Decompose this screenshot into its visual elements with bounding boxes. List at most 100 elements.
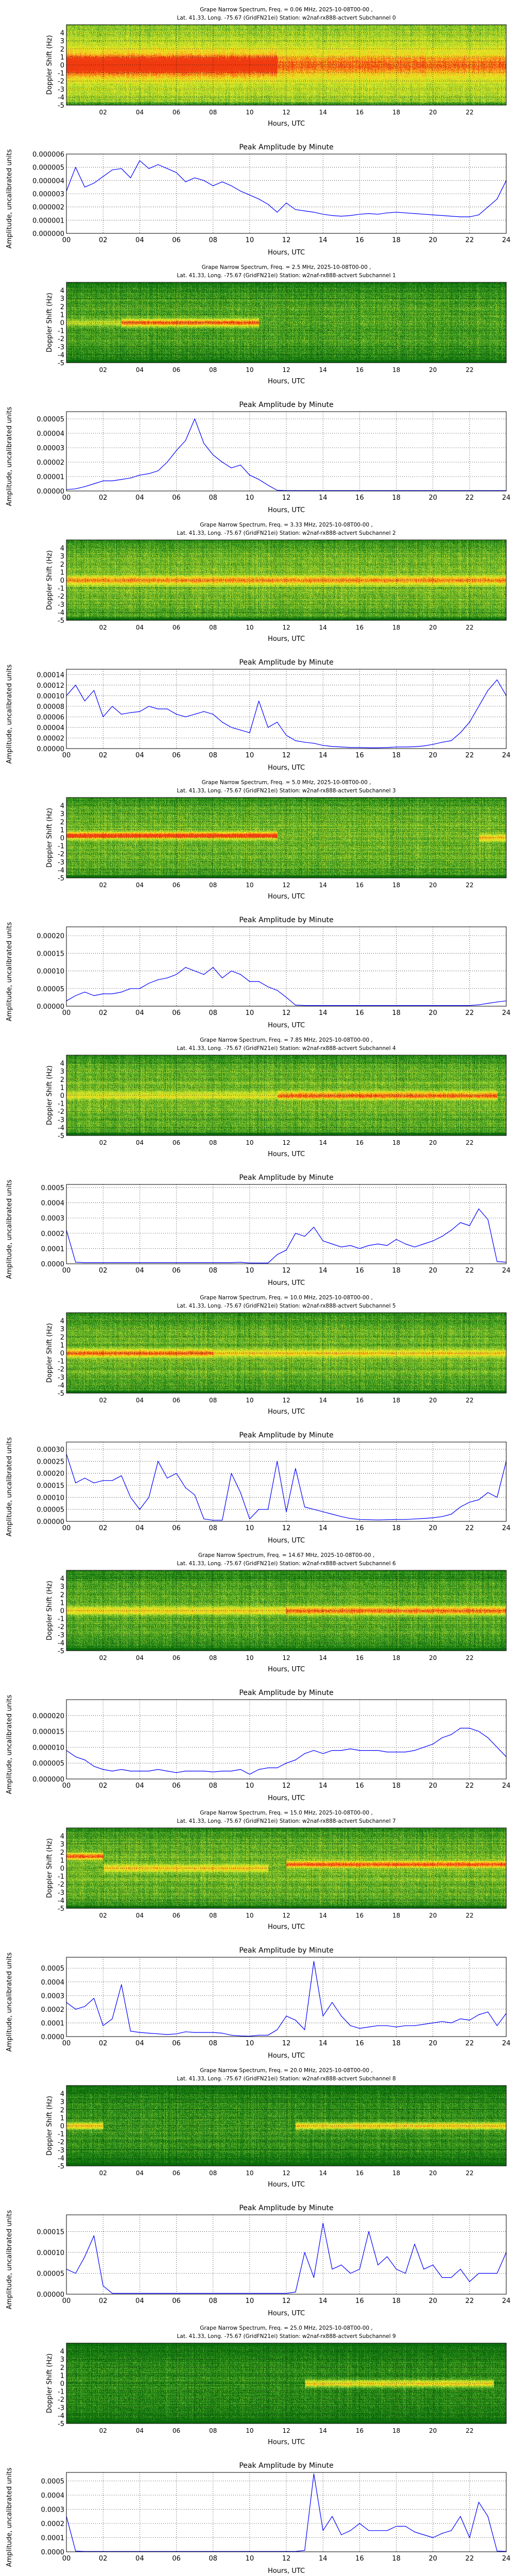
- amplitude-data-point: [231, 2293, 232, 2294]
- spectrogram-ylabel: Doppler Shift (Hz): [46, 1323, 54, 1383]
- amplitude-xtick-label: 10: [246, 494, 254, 502]
- amplitude-data-point: [277, 2029, 278, 2030]
- amplitude-xtick-label: 02: [99, 2040, 108, 2047]
- amplitude-data-point: [396, 1005, 397, 1006]
- amplitude-data-point: [304, 2550, 305, 2551]
- amplitude-data-point: [469, 1225, 470, 1226]
- spectrogram-xtick-label: 16: [356, 2170, 364, 2177]
- amplitude-ytick-label: 0.00015: [37, 1482, 64, 1490]
- amplitude-xtick-label: 18: [392, 1782, 401, 1790]
- spectrogram-ytick-label: 3: [60, 810, 64, 818]
- amplitude-data-point: [451, 2530, 452, 2531]
- amplitude-data-point: [102, 2285, 104, 2286]
- panel-axes: Grape Narrow Spectrum, Freq. = 15.0 MHz,…: [6, 1810, 510, 2060]
- amplitude-data-point: [377, 2530, 379, 2531]
- spectrogram-ylabel: Doppler Shift (Hz): [46, 1581, 54, 1640]
- spectrogram-xtick-label: 20: [429, 1654, 437, 1662]
- amplitude-title: Peak Amplitude by Minute: [239, 1431, 333, 1439]
- spectrogram-xtick-label: 20: [429, 1139, 437, 1146]
- spectrogram-ytick-label: 3: [60, 38, 64, 45]
- amplitude-xlabel: Hours, UTC: [268, 1537, 305, 1545]
- amplitude-xtick-label: 08: [209, 2555, 217, 2563]
- spectrogram-ytick-label: -2: [58, 2396, 64, 2404]
- amplitude-data-point: [277, 1461, 278, 1462]
- amplitude-ytick-label: 0.00012: [37, 682, 64, 690]
- amplitude-xtick-label: 20: [428, 1524, 437, 1532]
- spectrogram-ytick-label: 4: [60, 1575, 64, 1583]
- amplitude-xtick-label: 14: [319, 1524, 328, 1532]
- spectrogram-ytick-label: -4: [58, 609, 64, 617]
- spectrogram-ytick-label: -5: [58, 1390, 64, 1398]
- amplitude-data-point: [304, 490, 305, 491]
- spectrogram-title-line1: Grape Narrow Spectrum, Freq. = 0.06 MHz,…: [200, 7, 373, 13]
- spectrogram-xtick-label: 04: [136, 624, 144, 631]
- spectrogram-xtick-label: 06: [173, 366, 180, 374]
- amplitude-xtick-label: 08: [209, 494, 217, 502]
- spectrogram-xtick-label: 14: [319, 1912, 327, 1919]
- spectrogram-ytick-label: -1: [58, 70, 64, 78]
- spectrogram-title-line2: Lat. 41.33, Long. -75.67 (GridFN21ei) St…: [177, 788, 396, 794]
- amplitude-ytick-label: 0.0002: [41, 1230, 65, 1238]
- amplitude-data-point: [176, 974, 177, 975]
- amplitude-xtick-label: 06: [172, 1267, 181, 1275]
- spectrogram-xtick-label: 10: [246, 366, 253, 374]
- amplitude-ylabel: Amplitude, uncalibrated units: [6, 149, 13, 248]
- amplitude-ytick-label: 0.0001: [41, 2020, 65, 2027]
- amplitude-data-point: [377, 2025, 379, 2026]
- amplitude-data-point: [396, 2526, 397, 2527]
- amplitude-xtick-label: 14: [319, 2297, 328, 2305]
- spectrogram-ytick-label: 0: [60, 835, 64, 842]
- amplitude-data-point: [121, 168, 122, 169]
- spectrogram-xtick-label: 02: [99, 2427, 107, 2434]
- spectrogram-title-line1: Grape Narrow Spectrum, Freq. = 15.0 MHz,…: [200, 1810, 373, 1816]
- spectrogram-xtick-label: 02: [99, 1654, 107, 1662]
- spectrogram-title-line2: Lat. 41.33, Long. -75.67 (GridFN21ei) St…: [177, 1818, 396, 1824]
- spectrogram-xtick-label: 20: [429, 1397, 437, 1404]
- amplitude-xtick-label: 02: [99, 1782, 108, 1790]
- spectrogram-frame: [66, 2085, 507, 2166]
- amplitude-xtick-label: 18: [392, 2297, 401, 2305]
- amplitude-xtick-label: 00: [62, 1267, 71, 1275]
- spectrogram-title-line2: Lat. 41.33, Long. -75.67 (GridFN21ei) St…: [177, 2076, 396, 2082]
- amplitude-data-point: [304, 1005, 305, 1006]
- amplitude-xtick-label: 00: [62, 2040, 71, 2047]
- amplitude-ytick-label: 0.000000: [32, 230, 64, 238]
- amplitude-title: Peak Amplitude by Minute: [239, 1946, 333, 1955]
- spectrogram-ylabel: Doppler Shift (Hz): [46, 2353, 54, 2413]
- amplitude-frame: [66, 669, 507, 749]
- spectrogram-ytick-label: -4: [58, 1897, 64, 1905]
- spectrogram-xtick-label: 14: [319, 2170, 327, 2177]
- amplitude-xtick-label: 14: [319, 494, 328, 502]
- amplitude-xtick-label: 24: [502, 1009, 511, 1017]
- amplitude-data-point: [414, 1750, 415, 1751]
- amplitude-xtick-label: 20: [428, 494, 437, 502]
- spectrogram-xtick-label: 04: [136, 882, 144, 889]
- spectrogram-title-line2: Lat. 41.33, Long. -75.67 (GridFN21ei) St…: [177, 2333, 396, 2340]
- amplitude-frame: [66, 411, 507, 492]
- amplitude-data-point: [185, 2031, 186, 2032]
- amplitude-xtick-label: 18: [392, 1009, 401, 1017]
- amplitude-data-point: [295, 1759, 296, 1760]
- amplitude-ytick-label: 0.0005: [41, 2478, 65, 2486]
- spectrogram-xtick-label: 20: [429, 882, 437, 889]
- spectrogram-xlabel: Hours, UTC: [268, 378, 305, 385]
- spectrogram-xtick-label: 14: [319, 1397, 327, 1404]
- spectrogram-ytick-label: -2: [58, 78, 64, 86]
- spectrogram-ytick-label: 2: [60, 1076, 64, 1084]
- amplitude-data-point: [75, 995, 76, 996]
- spectrogram-ytick-label: -2: [58, 1623, 64, 1631]
- spectrogram-heatmap: [66, 25, 506, 105]
- spectrogram-frame: [66, 1312, 507, 1394]
- amplitude-data-point: [359, 1005, 360, 1006]
- amplitude-data-point: [405, 490, 406, 491]
- spectrogram-ytick-label: -3: [58, 1632, 64, 1639]
- amplitude-xtick-label: 24: [502, 2555, 511, 2563]
- amplitude-xtick-label: 10: [246, 1782, 254, 1790]
- spectrogram-xtick-label: 12: [282, 2170, 290, 2177]
- amplitude-data-point: [231, 1262, 232, 1263]
- amplitude-data-point: [478, 1499, 479, 1500]
- spectrogram-ytick-label: -1: [58, 2388, 64, 2396]
- subchannel-panel-9: Grape Narrow Spectrum, Freq. = 25.0 MHz,…: [0, 2318, 515, 2576]
- spectrogram-xtick-label: 02: [99, 366, 107, 374]
- amplitude-xtick-label: 22: [466, 2555, 474, 2563]
